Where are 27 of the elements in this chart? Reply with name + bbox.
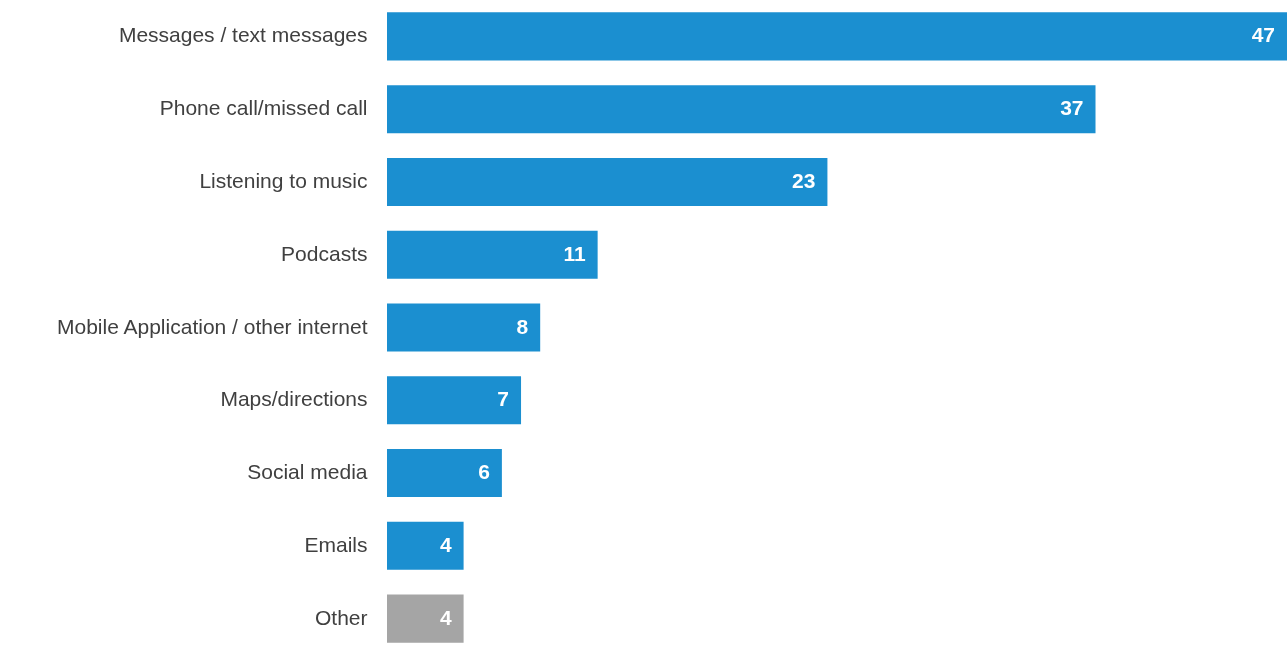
bar — [387, 594, 464, 643]
bar — [387, 521, 464, 570]
data-label: 23 — [792, 168, 816, 192]
y-tick-label: Mobile Application / other internet — [56, 314, 368, 338]
data-label: 4 — [439, 605, 452, 629]
y-tick-label: Messages / text messages — [118, 23, 368, 47]
data-label: 4 — [439, 532, 452, 556]
bar — [387, 376, 522, 425]
bar — [387, 157, 828, 206]
bar — [387, 85, 1096, 134]
y-tick-label: Maps/directions — [220, 387, 368, 411]
data-label: 7 — [497, 387, 510, 411]
y-tick-label: Other — [314, 605, 368, 629]
y-tick-label: Podcasts — [281, 241, 368, 265]
bar — [387, 303, 541, 352]
data-label: 6 — [478, 460, 490, 484]
y-tick-label: Phone call/missed call — [159, 96, 368, 120]
y-tick-label: Social media — [247, 460, 368, 484]
data-label: 37 — [1060, 96, 1084, 120]
bar — [387, 230, 598, 279]
data-label: 47 — [1251, 23, 1275, 47]
data-label: 11 — [563, 241, 586, 265]
bar — [387, 449, 502, 498]
data-label: 8 — [516, 314, 529, 338]
y-tick-label: Listening to music — [199, 168, 368, 192]
y-tick-label: Emails — [304, 532, 368, 556]
bar — [387, 12, 1287, 61]
